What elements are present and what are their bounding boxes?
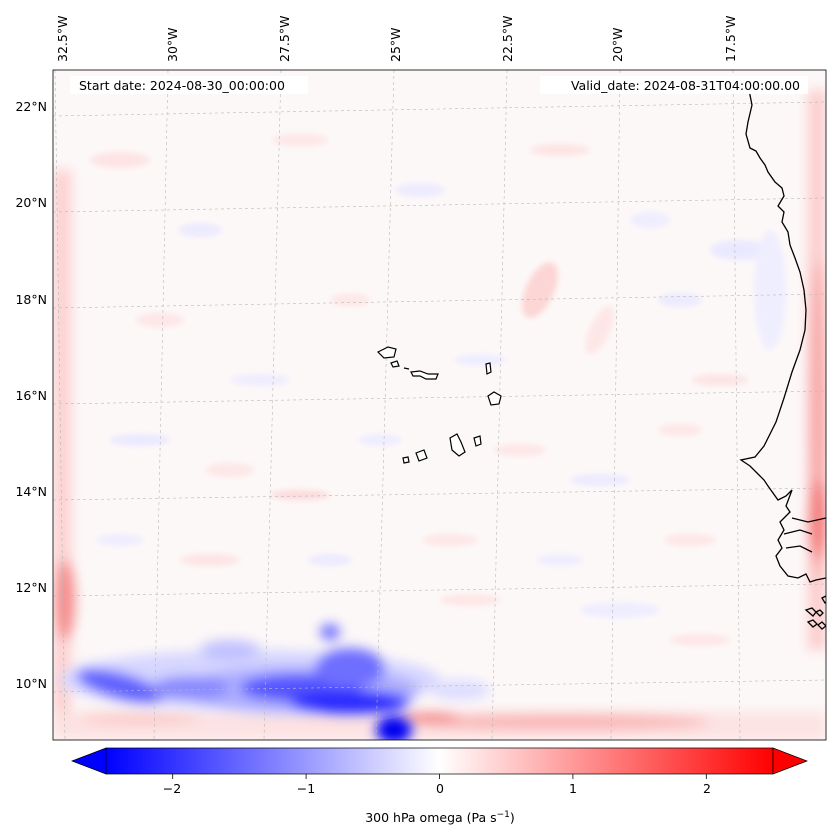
island-brava [402, 456, 410, 464]
colorbar-tick-label: 1 [569, 781, 577, 796]
start-date-box [70, 76, 308, 94]
lat-label-20n: 20°N [15, 195, 47, 210]
colorbar-tick-label: 2 [703, 781, 711, 796]
lon-label-22-5w: 22.5°W [500, 16, 515, 62]
island-santo-antao [376, 346, 397, 359]
lat-label-16n: 16°N [15, 388, 47, 403]
colorbar-tick-label: 0 [436, 781, 444, 796]
island-sal [485, 362, 492, 375]
island-fogo [415, 449, 428, 462]
lon-label-30w: 30°W [165, 27, 180, 62]
island-sao-nicolau [410, 370, 439, 380]
graticule [53, 70, 826, 740]
omega-field: Start date: 2024-08-30_00:00:00 Valid_da… [53, 70, 826, 740]
cape-verde-islands [376, 346, 502, 464]
lon-label-20w: 20°W [610, 27, 625, 62]
colorbar-label-sup: −1 [497, 810, 510, 820]
colorbar-ticks [172, 774, 707, 779]
island-boa-vista [487, 391, 502, 406]
colorbar: −2 −1 0 1 2 300 hPa omega (Pa s−1) [71, 747, 808, 825]
island-santiago [449, 433, 466, 457]
colorbar-tick-label: −1 [297, 781, 315, 796]
colorbar-label-main: 300 hPa omega (Pa s [365, 810, 496, 825]
coastlines [739, 89, 826, 630]
island-sao-vicente [390, 360, 400, 368]
start-date-text: Start date: 2024-08-30_00:00:00 [79, 78, 285, 93]
island-maio [473, 435, 482, 447]
colorbar-tick-label: −2 [163, 781, 181, 796]
colorbar-label-close: ) [510, 810, 515, 825]
colorbar-min-extension [71, 747, 107, 775]
lat-label-22n: 22°N [15, 99, 47, 114]
lon-label-25w: 25°W [388, 27, 403, 62]
map-frame [52, 69, 827, 741]
island-santa-luzia [403, 367, 410, 370]
valid-date-box [540, 76, 808, 94]
lon-label-17-5w: 17.5°W [723, 16, 738, 62]
colorbar-max-extension [772, 747, 808, 775]
edge-descent-bands [53, 90, 826, 740]
lon-label-27-5w: 27.5°W [277, 16, 292, 62]
lat-label-12n: 12°N [15, 580, 47, 595]
colorbar-bar [105, 747, 774, 775]
lat-label-18n: 18°N [15, 292, 47, 307]
lat-label-10n: 10°N [15, 676, 47, 691]
africa-coastline [739, 89, 826, 583]
colorbar-label: 300 hPa omega (Pa s−1) [365, 810, 515, 825]
longitude-labels: 32.5°W 30°W 27.5°W 25°W 22.5°W 20°W 17.5… [55, 16, 738, 62]
lat-label-14n: 14°N [15, 484, 47, 499]
valid-date-text: Valid_date: 2024-08-31T04:00:00.00 [571, 78, 800, 93]
bijagos-islands [804, 595, 826, 630]
latitude-labels: 22°N 20°N 18°N 16°N 14°N 12°N 10°N [15, 99, 47, 691]
speckle-pattern [90, 134, 786, 646]
lon-label-32-5w: 32.5°W [55, 16, 70, 62]
